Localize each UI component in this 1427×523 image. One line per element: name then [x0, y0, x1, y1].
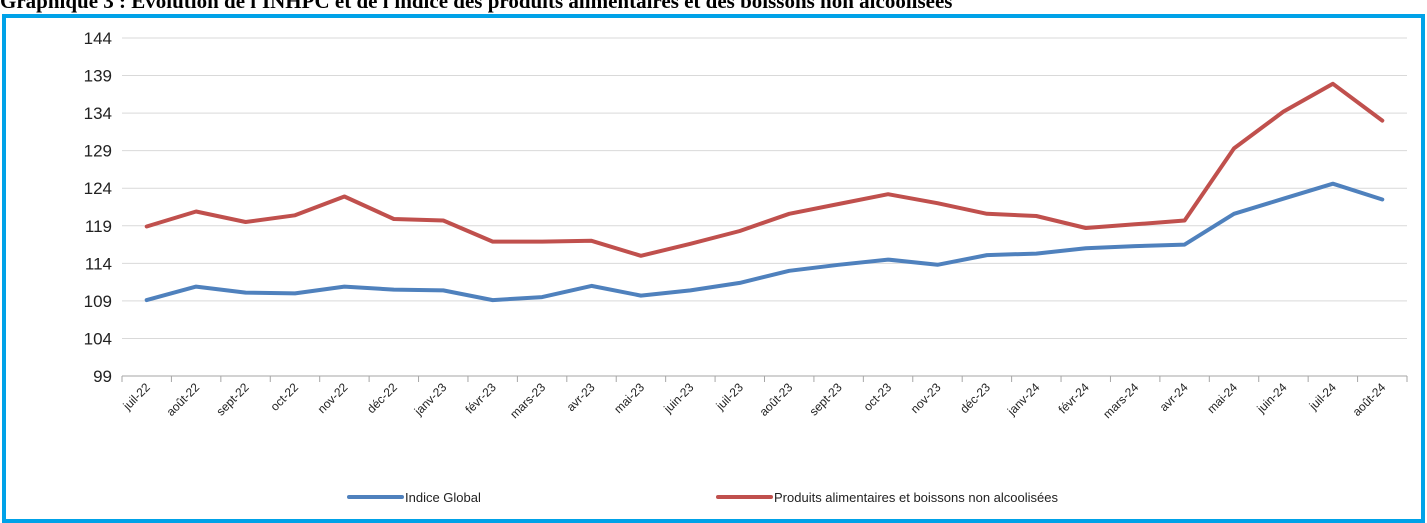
series-group — [144, 81, 1385, 303]
x-tick-label: nov-23 — [908, 380, 944, 416]
x-tick-label: mai-23 — [611, 380, 647, 416]
x-tick-label: oct-22 — [268, 380, 302, 414]
y-tick-label: 119 — [85, 217, 112, 236]
y-tick-label: 104 — [84, 329, 112, 348]
y-tick-label: 144 — [84, 29, 112, 48]
x-tick-label: janv-23 — [411, 380, 450, 419]
chart-title: Graphique 3 : Évolution de l'INHPC et de… — [0, 0, 1427, 14]
chart-frame — [2, 14, 1425, 523]
x-tick-label: mars-23 — [507, 380, 548, 421]
x-tick-label: oct-23 — [861, 380, 895, 414]
y-tick-label: 139 — [84, 67, 112, 86]
x-tick-label: août-22 — [164, 380, 203, 419]
y-axis: 99 104 109 114 119 124 129 134 139 144 — [84, 29, 112, 386]
x-tick-label: avr-24 — [1157, 380, 1191, 414]
y-tick-label: 134 — [84, 104, 112, 123]
x-tick-label: juin-24 — [1253, 380, 1289, 416]
grid — [122, 37, 1407, 377]
x-tick-label: sept-22 — [213, 380, 251, 418]
x-tick-label: avr-23 — [564, 380, 598, 414]
x-tick-label: sept-23 — [807, 380, 845, 418]
x-tick-label: juil-23 — [713, 380, 746, 413]
x-tick-label: janv-24 — [1004, 380, 1043, 419]
legend-label: Indice Global — [405, 490, 481, 505]
y-tick-label: 129 — [84, 142, 112, 161]
x-tick-label: mai-24 — [1204, 380, 1240, 416]
x-tick-label: févr-23 — [462, 380, 499, 417]
legend: Indice Global Produits alimentaires et bo… — [347, 490, 1058, 505]
y-tick-label: 109 — [84, 292, 112, 311]
y-tick-label: 99 — [93, 367, 112, 386]
x-tick-label: mars-24 — [1100, 380, 1141, 421]
x-tick-label: déc-22 — [364, 380, 400, 416]
series-line-produits-alimentaires — [144, 81, 1385, 258]
x-tick-label: juin-23 — [660, 380, 696, 416]
x-axis: juil-22 août-22 sept-22 oct-22 nov-22 déc-22 j… — [120, 376, 1408, 421]
x-tick-label: févr-24 — [1056, 380, 1093, 417]
series-line-indice-global — [144, 181, 1385, 303]
legend-label: Produits alimentaires et boissons non al… — [774, 490, 1058, 505]
x-tick-label: août-23 — [757, 380, 796, 419]
chart-title-text: Graphique 3 : Évolution de l'INHPC et de… — [0, 0, 953, 13]
x-tick-label: août-24 — [1350, 380, 1389, 419]
y-tick-label: 124 — [84, 179, 112, 198]
x-tick-label: juil-24 — [1306, 380, 1339, 413]
x-tick-label: déc-23 — [957, 380, 993, 416]
y-tick-label: 114 — [85, 254, 112, 273]
x-tick-label: nov-22 — [315, 380, 351, 416]
x-tick-label: juil-22 — [120, 380, 153, 413]
